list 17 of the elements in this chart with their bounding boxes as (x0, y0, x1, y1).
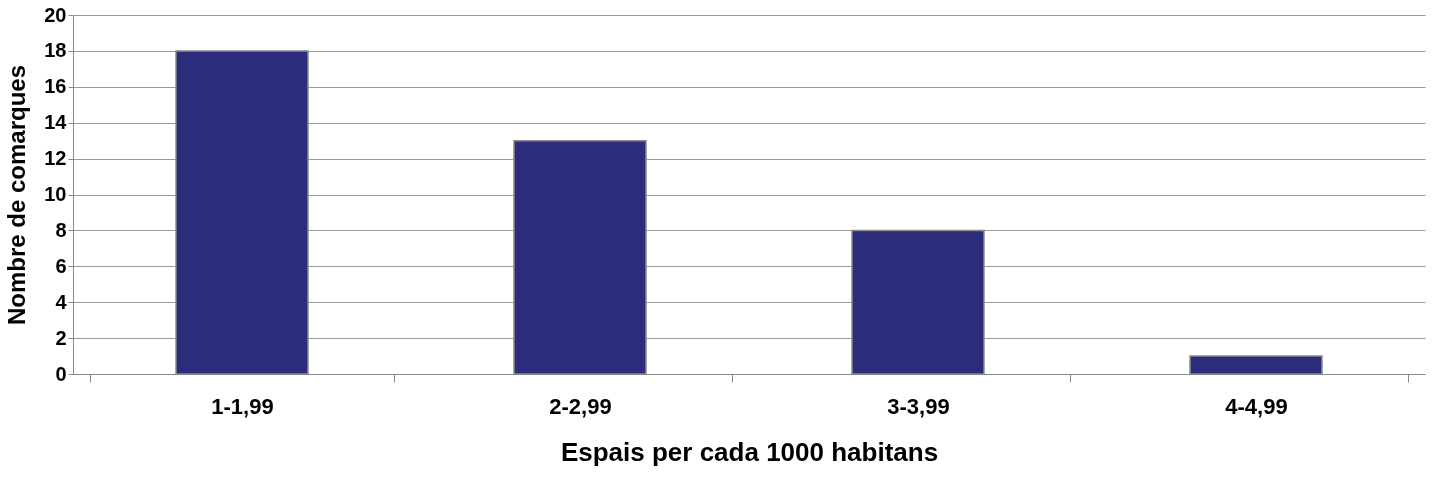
y-tick-label: 18 (44, 39, 67, 62)
y-tick-label: 0 (55, 362, 67, 385)
y-tick-label: 4 (55, 290, 68, 313)
y-axis-title: Nombre de comarques (3, 64, 31, 326)
y-tick-label: 2 (55, 326, 67, 349)
y-tick-label: 14 (44, 111, 68, 134)
y-tick-label: 16 (44, 75, 67, 98)
y-tick-label: 12 (44, 147, 67, 170)
y-tick-label: 10 (44, 183, 67, 205)
x-tick-label: 1-1,99 (211, 393, 274, 419)
x-tick-label: 2-2,99 (549, 393, 612, 419)
y-tick-label: 8 (55, 218, 67, 241)
y-tick-label: 6 (55, 254, 67, 277)
x-tick-label: 3-3,99 (887, 393, 950, 419)
x-axis-title: Espais per cada 1000 habitans (560, 436, 939, 467)
y-tick-label: 20 (44, 3, 67, 26)
x-tick-label: 4-4,99 (1225, 393, 1288, 419)
